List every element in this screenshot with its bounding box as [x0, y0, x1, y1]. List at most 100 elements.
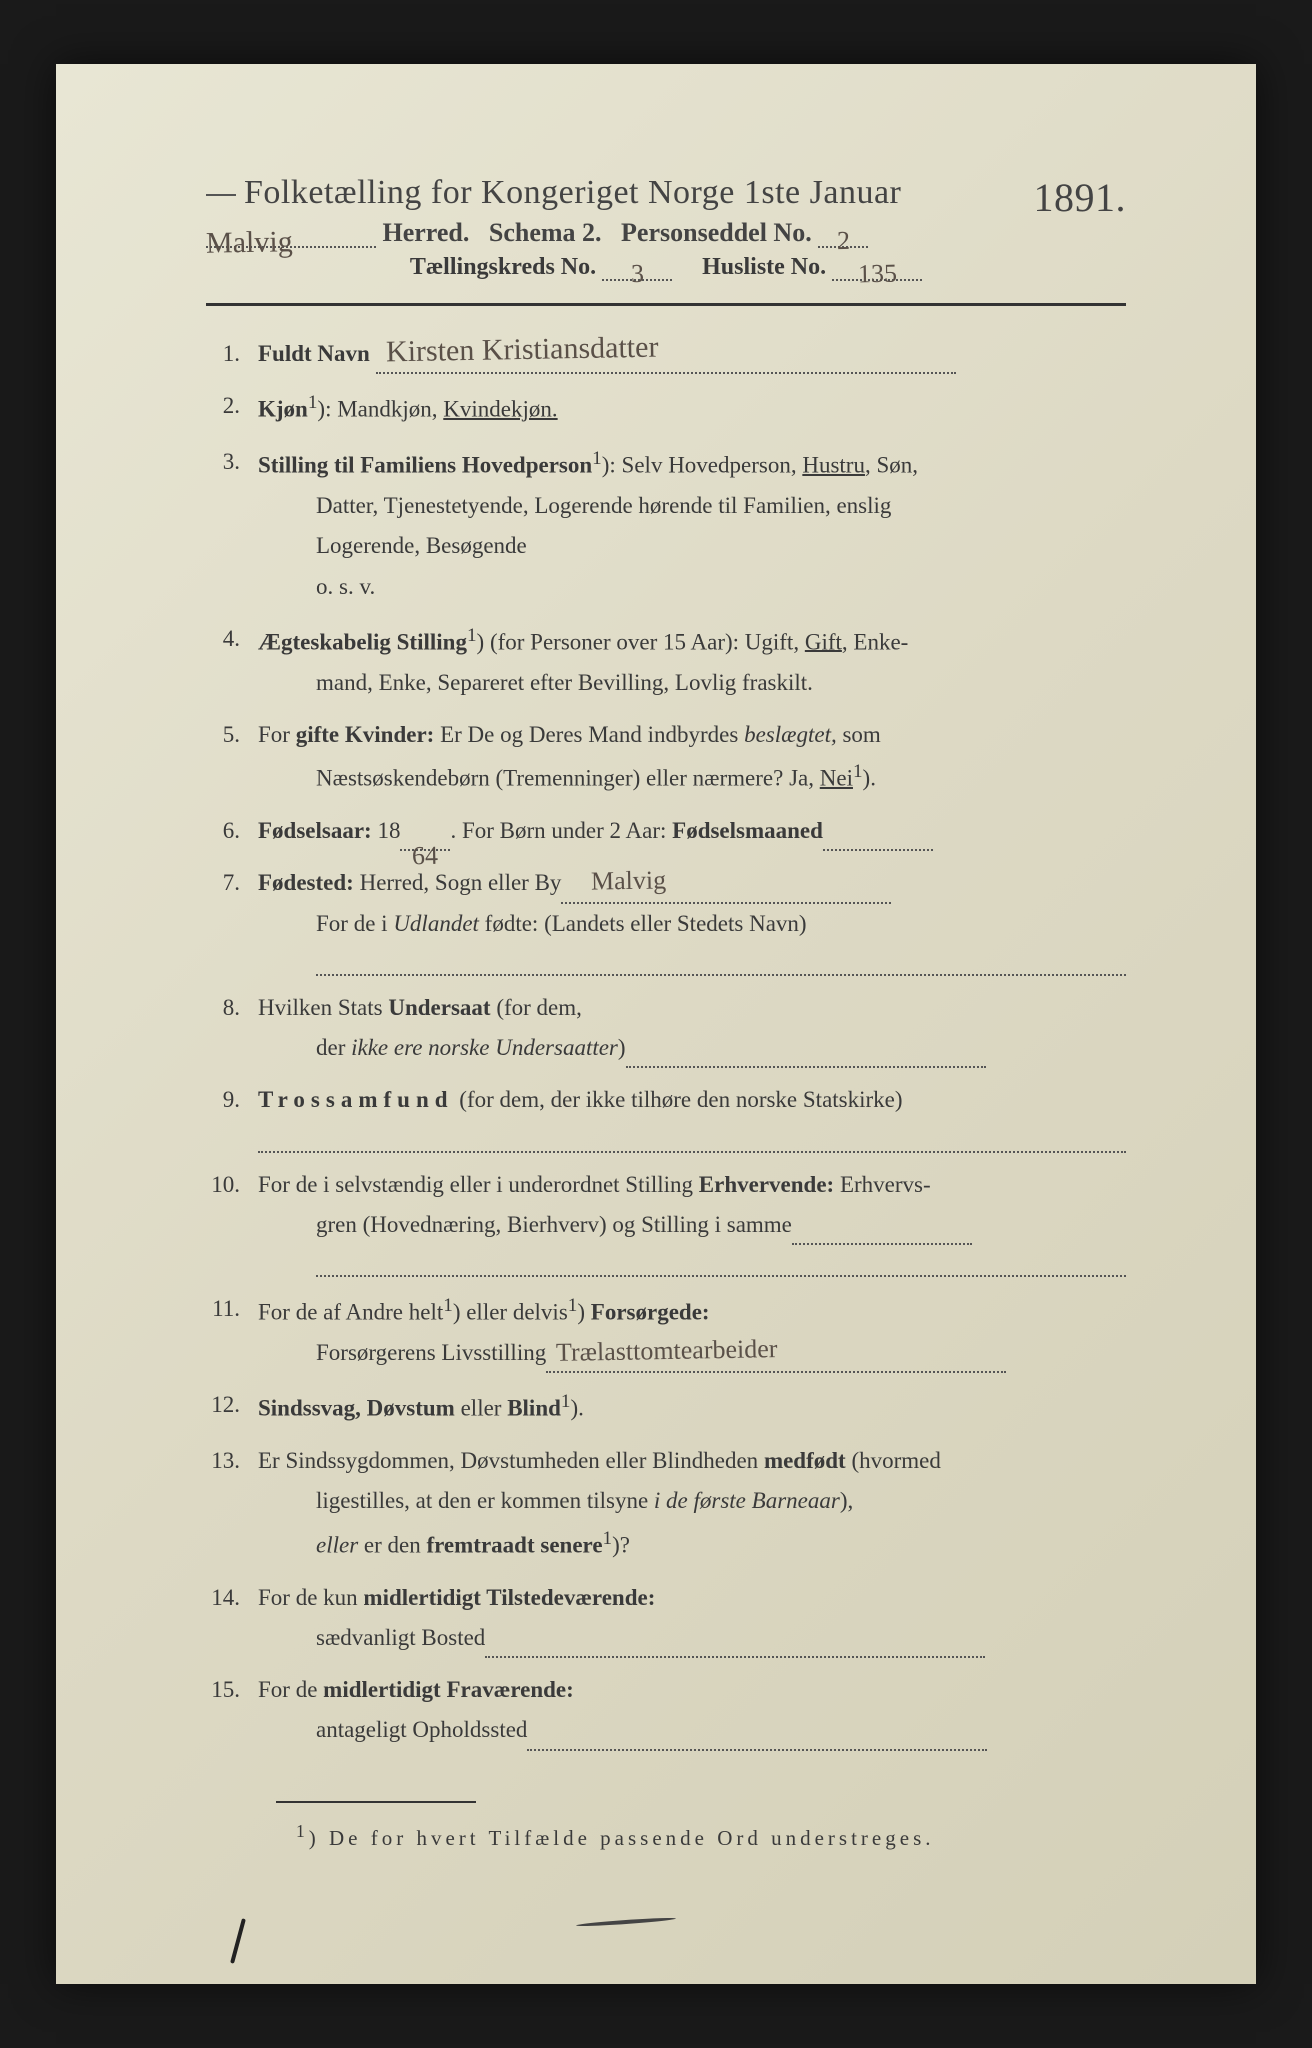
i3l4: o. s. v.	[258, 567, 1126, 607]
i12a: Sindssvag, Døvstum	[258, 1396, 455, 1421]
i4l2: mand, Enke, Separeret efter Bevilling, L…	[258, 663, 1126, 703]
i11b: ) eller delvis	[453, 1300, 568, 1325]
item-14: 14. For de kun midlertidigt Tilstedevære…	[206, 1578, 1126, 1659]
item-2: 2. Kjøn1): Mandkjøn, Kvindekjøn.	[206, 386, 1126, 430]
i13c: (hvormed	[846, 1448, 941, 1473]
footnote-sup: 1	[296, 1821, 309, 1841]
label-7: Fødested:	[258, 870, 354, 895]
i13l2a: ligestilles, at den er kommen tilsyne	[316, 1488, 654, 1513]
footnote-rule	[276, 1801, 476, 1803]
sup-4: 1	[467, 625, 477, 646]
i15a: For de	[258, 1677, 323, 1702]
i8l2b: )	[618, 1035, 626, 1060]
num-12: 12.	[206, 1385, 258, 1429]
title-line: Folketælling for Kongeriget Norge 1ste J…	[206, 174, 1126, 212]
gift: Gift	[805, 629, 842, 654]
i11l2: Forsørgerens Livsstilling	[316, 1340, 546, 1365]
sup-3: 1	[592, 448, 602, 469]
item-13: 13. Er Sindssygdommen, Døvstumheden elle…	[206, 1441, 1126, 1565]
i7l2b: fødte: (Landets eller Stedets Navn)	[479, 911, 807, 936]
i5l2a: Næstsøskendebørn (Tremenninger) eller næ…	[316, 766, 820, 791]
num-3: 3.	[206, 442, 258, 607]
i5l1: Er De og Deres Mand indbyrdes	[434, 722, 744, 747]
num-9: 9.	[206, 1080, 258, 1152]
title-text: Folketælling for Kongeriget Norge 1ste J…	[244, 174, 901, 211]
i6p: 18	[372, 818, 401, 843]
i9blank	[258, 1125, 1126, 1153]
item-5: 5. For gifte Kvinder: Er De og Deres Man…	[206, 715, 1126, 799]
item-7: 7. Fødested: Herred, Sogn eller ByMalvig…	[206, 863, 1126, 976]
sup-2: 1	[308, 392, 318, 413]
i10blank	[316, 1249, 1126, 1277]
num-4: 4.	[206, 619, 258, 703]
i12b: Blind	[507, 1396, 561, 1421]
label-3: Stilling til Familiens Hovedperson	[258, 453, 592, 478]
label-9: Trossamfund	[258, 1087, 454, 1112]
title-dash	[206, 194, 236, 196]
footnote-text: ) De for hvert Tilfælde passende Ord und…	[309, 1826, 935, 1850]
sup-13: 1	[603, 1528, 613, 1549]
tail-2: ): Mandkjøn,	[317, 397, 443, 422]
i4a: ) (for Personer over 15 Aar): Ugift,	[477, 629, 805, 654]
label-6: Fødselsaar:	[258, 818, 372, 843]
i5i: beslægtet,	[744, 722, 837, 747]
i8a: Hvilken Stats	[258, 995, 388, 1020]
i11bold: Forsørgede:	[591, 1300, 710, 1325]
fullname-hand: Kirsten Kristiansdatter	[385, 321, 658, 378]
sup-5: 1	[853, 761, 863, 782]
i15b: midlertidigt Fraværende:	[323, 1677, 574, 1702]
sup11a: 1	[443, 1295, 453, 1316]
personseddel-no: 2	[836, 226, 850, 256]
i13l3i: eller	[316, 1532, 358, 1557]
i13a: Er Sindssygdommen, Døvstumheden eller Bl…	[258, 1448, 764, 1473]
i7blank	[316, 948, 1126, 976]
i5l2b: ).	[863, 766, 876, 791]
paper-tear-mark	[230, 1918, 246, 1963]
num-8: 8.	[206, 988, 258, 1069]
item-6: 6. Fødselsaar: 1864. For Børn under 2 Aa…	[206, 811, 1126, 851]
i13l3c: )?	[612, 1532, 630, 1557]
item-9: 9. Trossamfund (for dem, der ikke tilhør…	[206, 1080, 1126, 1152]
i8l2i: ikke ere norske Undersaatter	[351, 1035, 618, 1060]
i3l3: Logerende, Besøgende	[258, 526, 1126, 566]
kreds-label: Tællingskreds No.	[410, 254, 596, 280]
paper-curl-mark	[576, 1917, 676, 1928]
sup11b: 1	[568, 1295, 578, 1316]
i6m: . For Børn under 2 Aar:	[450, 818, 672, 843]
kvindekjon: Kvindekjøn.	[443, 397, 557, 422]
num-15: 15.	[206, 1670, 258, 1751]
i5lb: gifte Kvinder:	[296, 722, 435, 747]
schema-label: Schema 2.	[489, 218, 602, 247]
birthyear-hand: 64	[412, 833, 439, 879]
i3l2: Datter, Tjenestetyende, Logerende hørend…	[258, 486, 1126, 526]
i10b: Erhvervende:	[699, 1172, 834, 1197]
husliste-label: Husliste No.	[702, 254, 826, 280]
label-1: Fuldt Navn	[258, 341, 370, 366]
item-15: 15. For de midlertidigt Fraværende: anta…	[206, 1670, 1126, 1751]
kreds-no: 3	[630, 259, 644, 289]
i5la: For	[258, 722, 296, 747]
item-12: 12. Sindssvag, Døvstum eller Blind1).	[206, 1385, 1126, 1429]
num-14: 14.	[206, 1578, 258, 1659]
herred-handwritten: Malvig	[206, 225, 293, 261]
item-4: 4. Ægteskabelig Stilling1) (for Personer…	[206, 619, 1126, 703]
i14b: midlertidigt Tilstedeværende:	[363, 1585, 655, 1610]
i9t: (for dem, der ikke tilhøre den norske St…	[454, 1087, 903, 1112]
i5c: som	[837, 722, 881, 747]
i13l2i: i de første Barneaar	[654, 1488, 840, 1513]
i15l2: antageligt Opholdssted	[316, 1717, 527, 1742]
nei: Nei	[820, 766, 853, 791]
i12t: ).	[571, 1396, 584, 1421]
i10l2: gren (Hovednæring, Bierhverv) og Stillin…	[316, 1212, 792, 1237]
num-2: 2.	[206, 386, 258, 430]
i11a: For de af Andre helt	[258, 1300, 443, 1325]
census-form-page: Folketælling for Kongeriget Norge 1ste J…	[56, 64, 1256, 1984]
num-6: 6.	[206, 811, 258, 851]
label-2: Kjøn	[258, 397, 308, 422]
label-4: Ægteskabelig Stilling	[258, 629, 467, 654]
i4b: , Enke-	[842, 629, 908, 654]
i13l3b: fremtraadt senere	[426, 1532, 602, 1557]
num-11: 11.	[206, 1289, 258, 1373]
i14a: For de kun	[258, 1585, 363, 1610]
i7l1: Herred, Sogn eller By	[354, 870, 562, 895]
